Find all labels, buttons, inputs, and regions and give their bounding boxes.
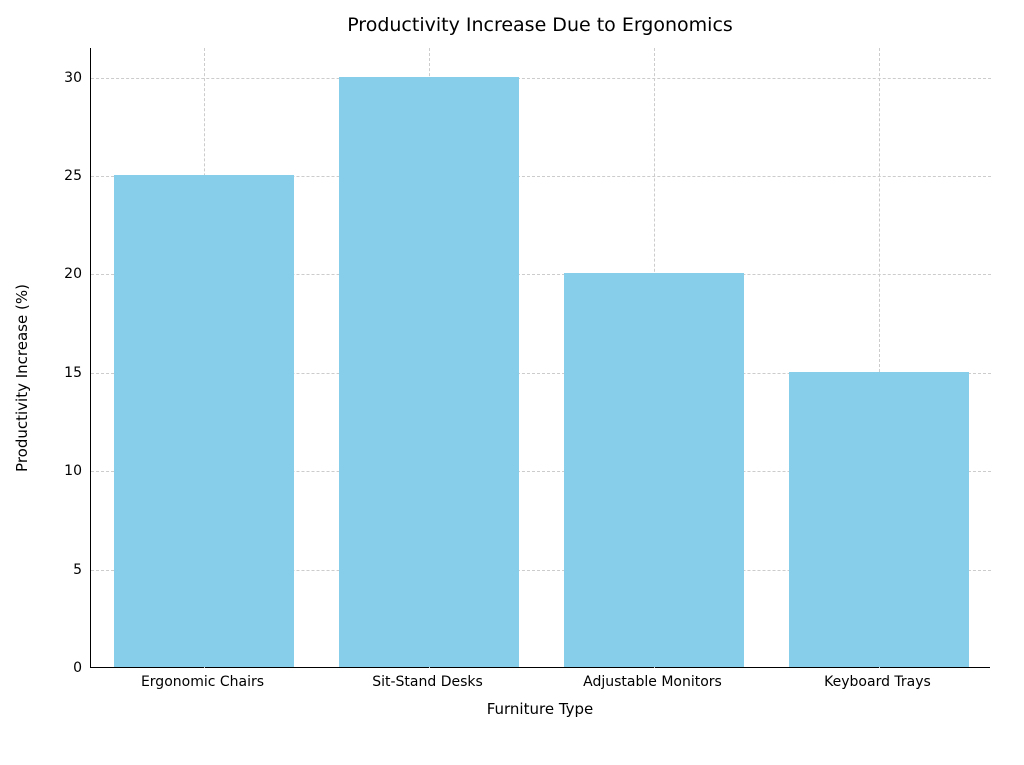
x-axis-label: Furniture Type	[487, 700, 594, 718]
y-tick-label: 30	[42, 70, 82, 86]
y-tick-label: 5	[42, 562, 82, 578]
plot-area	[90, 48, 990, 668]
y-tick-label: 15	[42, 365, 82, 381]
x-tick-label: Sit-Stand Desks	[372, 674, 483, 690]
y-tick-label: 20	[42, 266, 82, 282]
y-tick-label: 10	[42, 463, 82, 479]
chart-title: Productivity Increase Due to Ergonomics	[90, 14, 990, 36]
bar	[339, 77, 519, 667]
bar	[789, 372, 969, 667]
x-tick-label: Ergonomic Chairs	[141, 674, 264, 690]
y-axis-label: Productivity Increase (%)	[13, 284, 31, 472]
x-tick-label: Adjustable Monitors	[583, 674, 722, 690]
bar	[564, 273, 744, 667]
x-tick-label: Keyboard Trays	[824, 674, 931, 690]
chart-container: Productivity Increase Due to Ergonomics …	[90, 48, 990, 708]
y-tick-label: 25	[42, 168, 82, 184]
y-tick-label: 0	[42, 660, 82, 676]
grid-line-horizontal	[91, 78, 991, 79]
bar	[114, 175, 294, 667]
